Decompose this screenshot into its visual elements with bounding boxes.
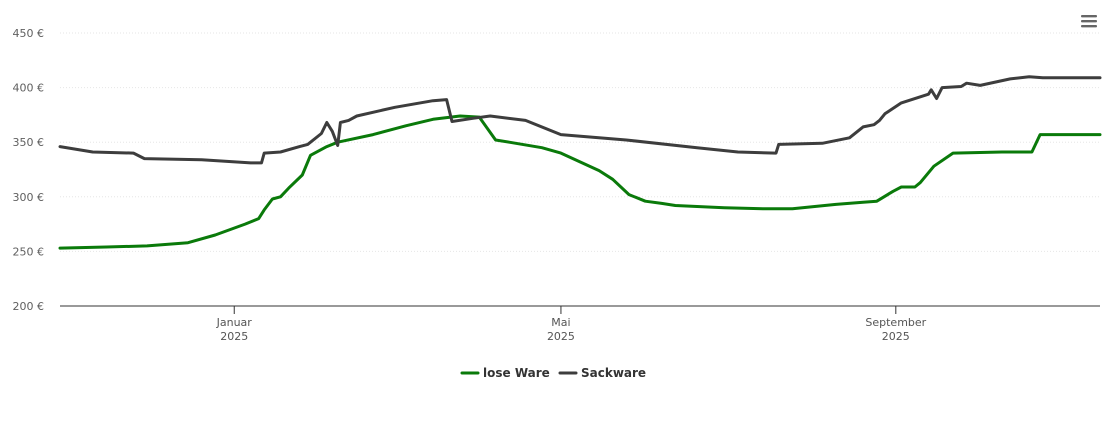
chart-menu-button[interactable] [1076, 10, 1102, 34]
series-line-lose-ware[interactable] [58, 114, 1102, 250]
legend: lose Ware Sackware [460, 366, 646, 380]
x-tick-label-month: September [865, 316, 926, 329]
y-tick-label: 350 € [13, 136, 45, 149]
legend-item-lose-ware[interactable]: lose Ware [460, 366, 550, 380]
y-tick-label: 450 € [13, 27, 45, 40]
y-tick-label: 400 € [13, 82, 45, 95]
x-tick-label-year: 2025 [220, 330, 248, 343]
hamburger-menu-icon [1081, 15, 1097, 28]
grid-lines [60, 32, 1100, 252]
y-tick-label: 200 € [13, 300, 45, 313]
x-tick-label-month: Mai [551, 316, 570, 329]
x-tick-label-year: 2025 [882, 330, 910, 343]
legend-label: Sackware [581, 366, 646, 380]
legend-item-sackware[interactable]: Sackware [558, 366, 646, 380]
y-tick-label: 300 € [13, 191, 45, 204]
series-line-sackware[interactable] [58, 75, 1102, 165]
legend-label: lose Ware [483, 366, 550, 380]
x-tick-label-month: Januar [216, 316, 253, 329]
y-tick-label: 250 € [13, 245, 45, 258]
x-tick-label-year: 2025 [547, 330, 575, 343]
y-axis-labels: 200 € 250 € 300 € 350 € 400 € 450 € [13, 27, 45, 313]
series-lines [58, 75, 1102, 250]
